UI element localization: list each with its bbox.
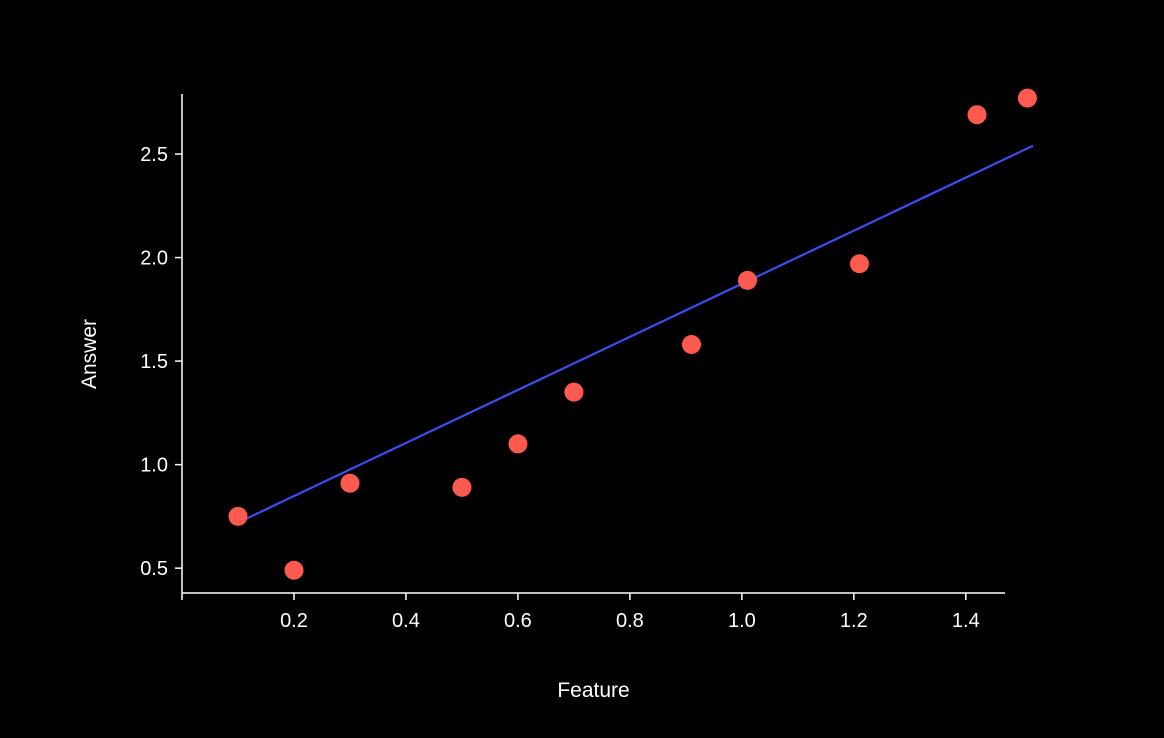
x-axis-title: Feature [557, 679, 629, 702]
y-tick-label: 1.0 [140, 455, 168, 477]
data-point [452, 477, 472, 497]
y-axis-ticks: 0.5 1.0 1.5 2.0 2.5 [140, 144, 182, 580]
x-tick-label: 1.0 [728, 610, 756, 632]
data-point [564, 382, 584, 402]
x-tick-label: 0.8 [616, 610, 644, 632]
x-tick-label: 0.4 [392, 610, 420, 632]
data-point [284, 560, 304, 580]
data-point [849, 254, 869, 274]
x-tick-label: 0.6 [504, 610, 532, 632]
x-tick-label: 1.4 [952, 610, 980, 632]
x-axis-ticks: 0.2 0.4 0.6 0.8 1.0 1.2 1.4 [181, 593, 980, 632]
y-tick-label: 2.5 [140, 144, 168, 166]
data-point [340, 473, 360, 493]
data-point [508, 434, 528, 454]
data-point [967, 105, 987, 125]
plot-area [228, 88, 1037, 580]
fit-line [237, 144, 1034, 524]
y-axis-title: Answer [78, 319, 101, 389]
data-point [737, 270, 757, 290]
data-point [1017, 88, 1037, 108]
x-tick-label: 0.2 [280, 610, 308, 632]
axes: 0.2 0.4 0.6 0.8 1.0 1.2 1.4 0.5 1.0 1.5 2.0 2.5 [140, 94, 1005, 632]
data-point [228, 506, 248, 526]
y-tick-label: 2.0 [140, 248, 168, 270]
x-tick-label: 1.2 [840, 610, 868, 632]
data-point [681, 335, 701, 355]
y-tick-label: 0.5 [140, 558, 168, 580]
y-tick-label: 1.5 [140, 351, 168, 373]
